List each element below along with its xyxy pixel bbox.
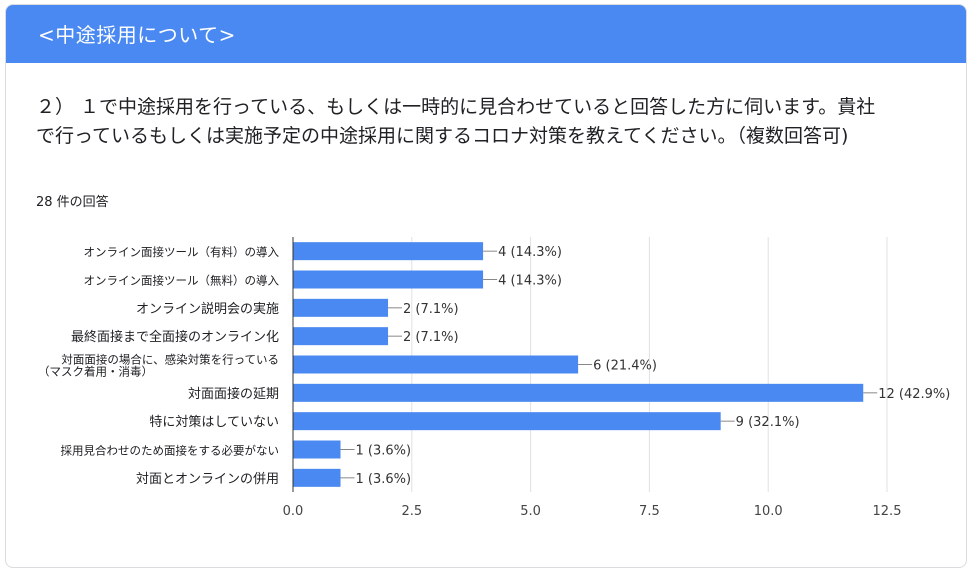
category-label: （マスク着用・消毒）: [38, 365, 153, 379]
category-label: 採用見合わせのため面接をする必要がない: [61, 444, 280, 458]
data-label: 6 (21.4%): [593, 359, 657, 374]
question-card: <中途採用について> ２） １で中途採用を行っている、もしくは一時的に見合わせて…: [5, 4, 967, 568]
data-label: 1 (3.6%): [356, 444, 412, 459]
data-label: 2 (7.1%): [403, 302, 459, 317]
x-tick-label: 5.0: [520, 504, 541, 519]
x-tick-label: 10.0: [754, 504, 783, 519]
category-label: 対面とオンラインの併用: [136, 472, 279, 487]
response-count: 28 件の回答: [36, 195, 109, 210]
data-label: 12 (42.9%): [878, 387, 950, 402]
category-label: オンライン面接ツール（無料）の導入: [84, 274, 280, 288]
category-label: 対面面接の延期: [188, 386, 279, 402]
category-label: 対面面接の場合に、感染対策を行っている: [61, 353, 279, 367]
bar: [293, 355, 579, 374]
category-label: オンライン説明会の実施: [136, 301, 279, 317]
x-tick-label: 0.0: [283, 504, 304, 519]
data-label: 4 (14.3%): [498, 245, 562, 260]
x-tick-label: 7.5: [639, 504, 660, 519]
data-label: 1 (3.6%): [356, 472, 412, 487]
x-tick-label: 12.5: [873, 504, 902, 519]
bar: [293, 298, 389, 317]
bar: [293, 412, 721, 431]
category-label: 最終面接まで全面接のオンライン化: [71, 329, 279, 345]
data-label: 9 (32.1%): [736, 415, 800, 430]
bar: [293, 270, 484, 289]
bar: [293, 383, 864, 402]
category-label: オンライン面接ツール（有料）の導入: [84, 245, 280, 259]
data-label: 4 (14.3%): [498, 274, 562, 289]
question-text: ２） １で中途採用を行っている、もしくは一時的に見合わせていると回答した方に伺い…: [36, 96, 876, 147]
category-label: 特に対策はしていない: [149, 414, 279, 430]
bar: [293, 327, 389, 346]
bar: [293, 468, 341, 487]
section-header: <中途採用について>: [6, 5, 966, 63]
bar: [293, 242, 484, 261]
data-label: 2 (7.1%): [403, 330, 459, 345]
section-title: <中途採用について>: [38, 23, 236, 47]
x-tick-label: 2.5: [401, 504, 422, 519]
bar: [293, 440, 341, 459]
